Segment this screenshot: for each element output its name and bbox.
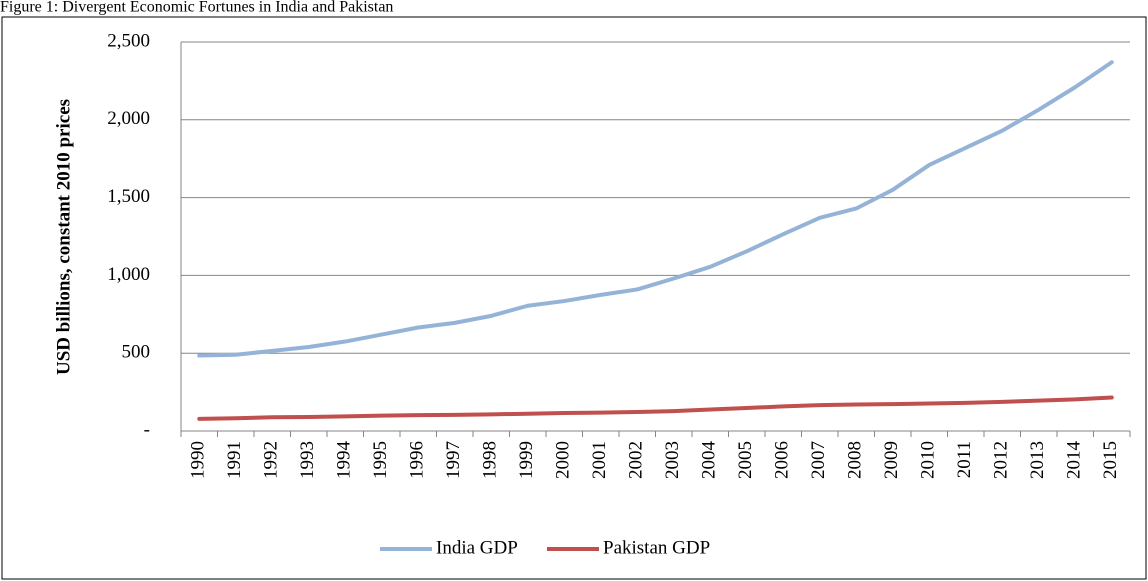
x-tick-label: 2002 bbox=[626, 441, 647, 479]
x-tick-label: 1999 bbox=[516, 441, 537, 479]
x-tick-label: 1992 bbox=[261, 441, 282, 479]
x-tick-label: 2011 bbox=[954, 441, 975, 478]
x-tick-label: 1991 bbox=[224, 441, 245, 479]
y-tick-label: 500 bbox=[122, 342, 151, 363]
y-tick-label: 2,500 bbox=[107, 30, 150, 51]
x-tick-label: 1994 bbox=[334, 441, 355, 480]
x-tick-label: 1990 bbox=[188, 441, 209, 479]
chart-title: Figure 1: Divergent Economic Fortunes in… bbox=[0, 0, 393, 16]
legend-label: Pakistan GDP bbox=[603, 537, 710, 558]
y-axis-label: USD billions, constant 2010 prices bbox=[53, 99, 74, 375]
x-tick-label: 1996 bbox=[407, 441, 428, 479]
x-tick-label: 1997 bbox=[443, 441, 464, 479]
y-tick-label: 1,000 bbox=[107, 264, 150, 285]
x-tick-label: 2008 bbox=[845, 441, 866, 479]
chart-frame bbox=[1, 16, 1147, 580]
x-tick-label: 1995 bbox=[370, 441, 391, 479]
x-tick-label: 2010 bbox=[918, 441, 939, 479]
x-tick-label: 2009 bbox=[881, 441, 902, 479]
x-tick-label: 2005 bbox=[735, 441, 756, 479]
x-tick-label: 2001 bbox=[589, 441, 610, 479]
x-tick-label: 1993 bbox=[297, 441, 318, 479]
x-tick-label: 2007 bbox=[808, 441, 829, 479]
x-tick-label: 2012 bbox=[991, 441, 1012, 479]
x-tick-label: 2015 bbox=[1100, 441, 1121, 479]
series-line bbox=[197, 395, 1114, 421]
series-line bbox=[197, 60, 1114, 358]
x-tick-label: 1998 bbox=[480, 441, 501, 479]
x-tick-label: 2014 bbox=[1064, 441, 1085, 480]
legend-label: India GDP bbox=[436, 537, 518, 558]
x-tick-label: 2013 bbox=[1027, 441, 1048, 479]
y-tick-label: - bbox=[144, 419, 150, 440]
x-tick-label: 2000 bbox=[553, 441, 574, 479]
x-tick-label: 2004 bbox=[699, 441, 720, 480]
y-tick-label: 2,000 bbox=[107, 108, 150, 129]
x-tick-label: 2006 bbox=[772, 441, 793, 479]
x-tick-label: 2003 bbox=[662, 441, 683, 479]
y-tick-label: 1,500 bbox=[107, 186, 150, 207]
